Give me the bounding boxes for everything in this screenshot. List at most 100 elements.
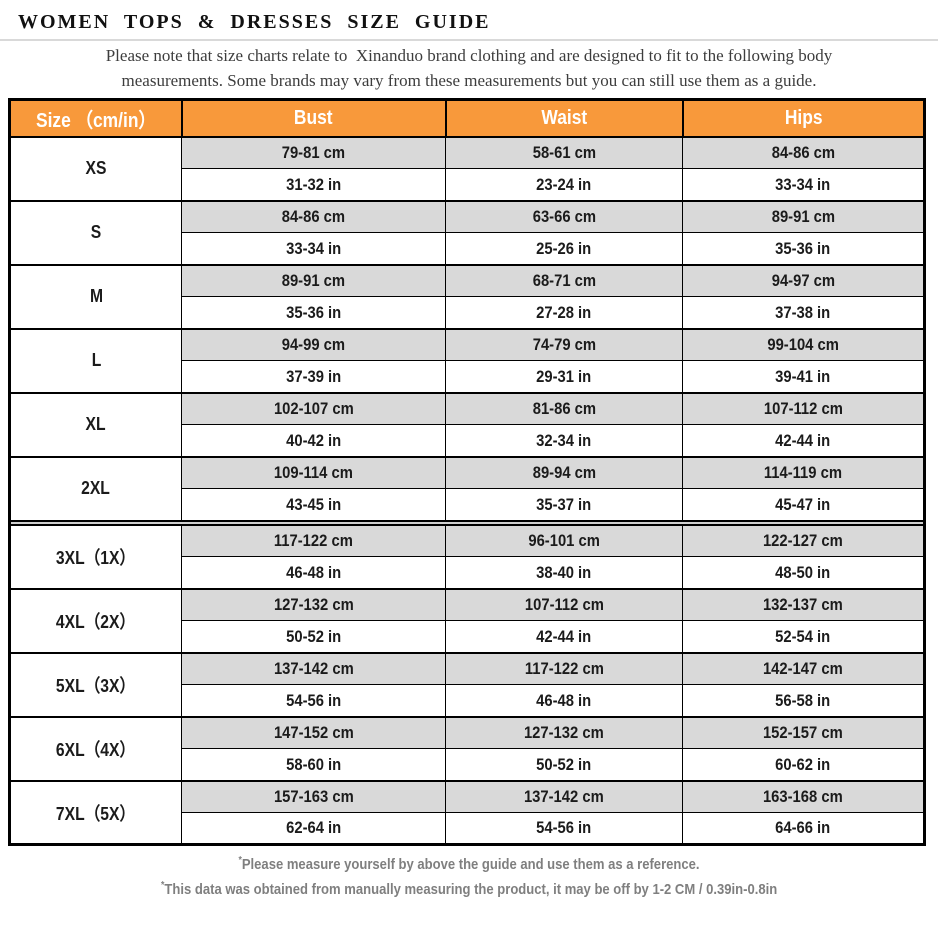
hips-in: 37-38 in bbox=[682, 296, 925, 330]
hips-in: 64-66 in bbox=[682, 812, 925, 846]
table-row: XS 79-81 cm 58-61 cm 84-86 cm bbox=[9, 135, 925, 202]
waist-cm: 96-101 cm bbox=[445, 523, 683, 558]
size-label-6xl: 6XL（4X） bbox=[9, 715, 182, 782]
waist-in: 23-24 in bbox=[445, 168, 683, 202]
table-row: 2XL 109-114 cm 89-94 cm 114-119 cm bbox=[9, 455, 925, 522]
table-row: 3XL（1X） 117-122 cm 96-101 cm 122-127 cm bbox=[9, 523, 925, 590]
hips-cm: 122-127 cm bbox=[682, 523, 925, 558]
table-row: 46-48 in 38-40 in 48-50 in bbox=[10, 556, 925, 590]
hips-cm: 99-104 cm bbox=[682, 327, 925, 362]
size-label-l: L bbox=[9, 327, 182, 394]
page-title: WOMEN TOPS & DRESSES SIZE GUIDE bbox=[18, 11, 491, 33]
size-label-xs: XS bbox=[9, 135, 182, 202]
waist-in: 32-34 in bbox=[445, 424, 683, 458]
waist-cm: 68-71 cm bbox=[445, 263, 683, 298]
waist-cm: 58-61 cm bbox=[445, 135, 683, 170]
waist-in: 27-28 in bbox=[445, 296, 683, 330]
footnote-measure-reference: *Please measure yourself by above the gu… bbox=[0, 850, 938, 875]
bust-cm: 94-99 cm bbox=[181, 327, 446, 362]
hips-cm: 152-157 cm bbox=[682, 715, 925, 750]
bust-cm: 117-122 cm bbox=[181, 523, 446, 558]
hips-cm: 163-168 cm bbox=[682, 779, 925, 814]
intro-note-line-1: Please note that size charts relate to X… bbox=[105, 46, 833, 65]
hips-in: 48-50 in bbox=[682, 556, 925, 590]
table-row: 62-64 in 54-56 in 64-66 in bbox=[10, 812, 925, 846]
size-label-m: M bbox=[9, 263, 182, 330]
bust-cm: 89-91 cm bbox=[181, 263, 446, 298]
table-row: 7XL（5X） 157-163 cm 137-142 cm 163-168 cm bbox=[9, 779, 925, 846]
waist-cm: 63-66 cm bbox=[445, 199, 683, 234]
bust-cm: 79-81 cm bbox=[181, 135, 446, 170]
size-chart-table: Size （cm/in） Bust Waist Hips XS 79-81 cm… bbox=[8, 98, 926, 847]
footnote-text: Please measure yourself by above the gui… bbox=[241, 856, 700, 874]
hips-in: 52-54 in bbox=[682, 620, 925, 654]
hips-cm: 132-137 cm bbox=[682, 587, 925, 622]
table-row: 31-32 in 23-24 in 33-34 in bbox=[10, 168, 925, 202]
table-row: 50-52 in 42-44 in 52-54 in bbox=[10, 620, 925, 654]
hips-in: 35-36 in bbox=[682, 232, 925, 266]
bust-in: 50-52 in bbox=[181, 620, 446, 654]
header-row: Size （cm/in） Bust Waist Hips bbox=[8, 98, 926, 138]
hips-cm: 94-97 cm bbox=[682, 263, 925, 298]
table-row: 6XL（4X） 147-152 cm 127-132 cm 152-157 cm bbox=[9, 715, 925, 782]
bust-cm: 127-132 cm bbox=[181, 587, 446, 622]
bust-cm: 84-86 cm bbox=[181, 199, 446, 234]
waist-in: 50-52 in bbox=[445, 748, 683, 782]
table-row: 5XL（3X） 137-142 cm 117-122 cm 142-147 cm bbox=[9, 651, 925, 718]
waist-cm: 107-112 cm bbox=[445, 587, 683, 622]
bust-cm: 102-107 cm bbox=[181, 391, 446, 426]
table-row: 4XL（2X） 127-132 cm 107-112 cm 132-137 cm bbox=[9, 587, 925, 654]
size-label-2xl: 2XL bbox=[9, 455, 182, 522]
size-label-s: S bbox=[9, 199, 182, 266]
hips-in: 33-34 in bbox=[682, 168, 925, 202]
intro-note: Please note that size charts relate to X… bbox=[0, 44, 938, 93]
bust-cm: 109-114 cm bbox=[181, 455, 446, 490]
waist-in: 35-37 in bbox=[445, 488, 683, 522]
bust-in: 62-64 in bbox=[181, 812, 446, 846]
bust-in: 31-32 in bbox=[181, 168, 446, 202]
plus-size-divider-band bbox=[9, 519, 925, 526]
table-row: 37-39 in 29-31 in 39-41 in bbox=[10, 360, 925, 394]
waist-cm: 74-79 cm bbox=[445, 327, 683, 362]
bust-in: 37-39 in bbox=[181, 360, 446, 394]
waist-in: 38-40 in bbox=[445, 556, 683, 590]
waist-in: 46-48 in bbox=[445, 684, 683, 718]
hips-in: 45-47 in bbox=[682, 488, 925, 522]
bust-in: 46-48 in bbox=[181, 556, 446, 590]
hips-in: 56-58 in bbox=[682, 684, 925, 718]
table-row: XL 102-107 cm 81-86 cm 107-112 cm bbox=[9, 391, 925, 458]
table-row: 58-60 in 50-52 in 60-62 in bbox=[10, 748, 925, 782]
intro-note-line-2: measurements. Some brands may vary from … bbox=[121, 70, 817, 90]
table-row: 54-56 in 46-48 in 56-58 in bbox=[10, 684, 925, 718]
bust-cm: 137-142 cm bbox=[181, 651, 446, 686]
title-divider bbox=[0, 39, 938, 41]
footnote-text: This data was obtained from manually mea… bbox=[164, 881, 778, 899]
bust-in: 40-42 in bbox=[181, 424, 446, 458]
bust-in: 43-45 in bbox=[181, 488, 446, 522]
table-row: 35-36 in 27-28 in 37-38 in bbox=[10, 296, 925, 330]
bust-in: 58-60 in bbox=[181, 748, 446, 782]
table-row: 33-34 in 25-26 in 35-36 in bbox=[10, 232, 925, 266]
plus-size-divider bbox=[9, 519, 925, 526]
hips-cm: 84-86 cm bbox=[682, 135, 925, 170]
footnote-asterisk: * bbox=[238, 855, 242, 867]
bust-in: 54-56 in bbox=[181, 684, 446, 718]
waist-in: 42-44 in bbox=[445, 620, 683, 654]
bust-in: 33-34 in bbox=[181, 232, 446, 266]
bust-cm: 157-163 cm bbox=[181, 779, 446, 814]
hips-in: 39-41 in bbox=[682, 360, 925, 394]
table-row: S 84-86 cm 63-66 cm 89-91 cm bbox=[9, 199, 925, 266]
waist-cm: 89-94 cm bbox=[445, 455, 683, 490]
table-row: M 89-91 cm 68-71 cm 94-97 cm bbox=[9, 263, 925, 330]
header-size: Size （cm/in） bbox=[8, 98, 183, 138]
waist-cm: 127-132 cm bbox=[445, 715, 683, 750]
size-label-5xl: 5XL（3X） bbox=[9, 651, 182, 718]
size-label-3xl: 3XL（1X） bbox=[9, 523, 182, 590]
waist-in: 29-31 in bbox=[445, 360, 683, 394]
waist-cm: 117-122 cm bbox=[445, 651, 683, 686]
hips-cm: 142-147 cm bbox=[682, 651, 925, 686]
header-hips: Hips bbox=[681, 98, 926, 138]
footnote-measurement-tolerance: *This data was obtained from manually me… bbox=[0, 875, 938, 900]
hips-cm: 114-119 cm bbox=[682, 455, 925, 490]
bust-cm: 147-152 cm bbox=[181, 715, 446, 750]
